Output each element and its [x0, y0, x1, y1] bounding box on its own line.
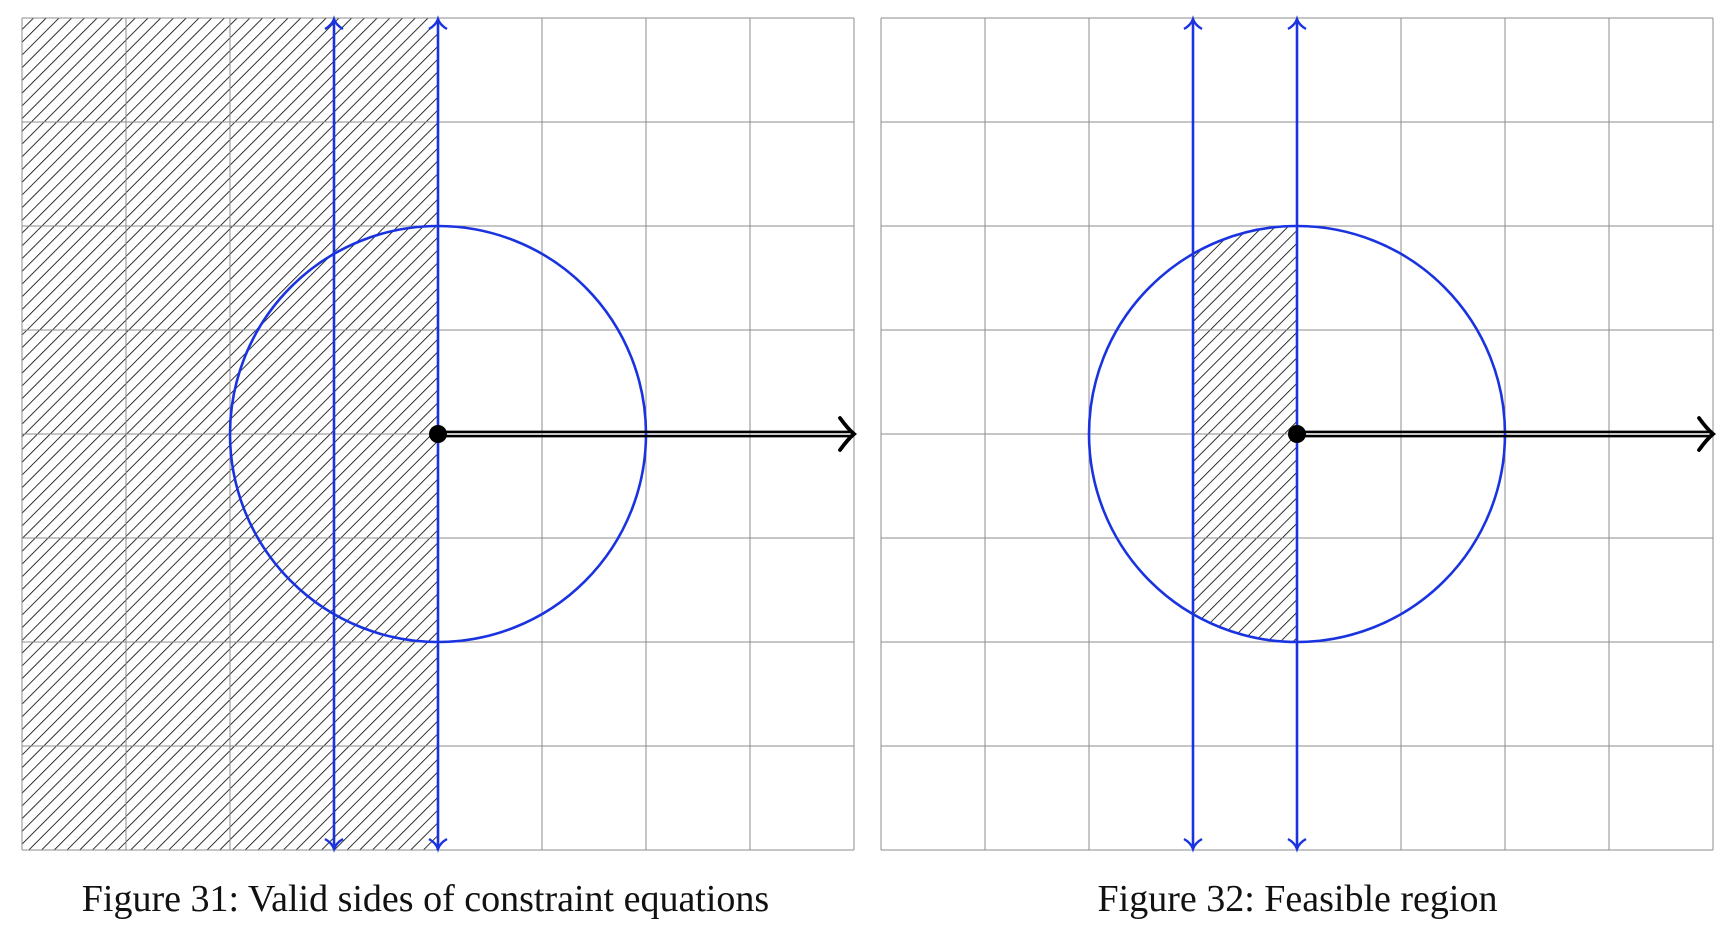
arrow-head-down: [1183, 837, 1203, 853]
center-point: [429, 425, 447, 443]
figure-32: Figure 32: Feasible region: [865, 0, 1730, 938]
figure-32-plot: [880, 15, 1716, 853]
arrow-head-right: [838, 416, 857, 452]
arrow-head-down: [1287, 837, 1307, 853]
figure-32-caption: Figure 32: Feasible region: [1097, 878, 1498, 920]
arrow-head-up: [428, 15, 448, 31]
figure-31: Figure 31: Valid sides of constraint equ…: [21, 15, 857, 920]
arrow-head-up: [324, 15, 344, 31]
figure-31-caption: Figure 31: Valid sides of constraint equ…: [81, 878, 770, 920]
axis-arrow: [438, 416, 857, 452]
constraint-line-left: [1183, 15, 1203, 853]
arrow-head-up: [1183, 15, 1203, 31]
constraint-line-left: [324, 15, 344, 853]
center-point: [1288, 425, 1306, 443]
arrow-head-up: [1287, 15, 1307, 31]
figure-31-plot: [21, 15, 857, 853]
arrow-head-down: [428, 837, 448, 853]
arrow-head-down: [324, 837, 344, 853]
arrow-head-right: [1697, 416, 1716, 452]
axis-arrow: [1297, 416, 1716, 452]
